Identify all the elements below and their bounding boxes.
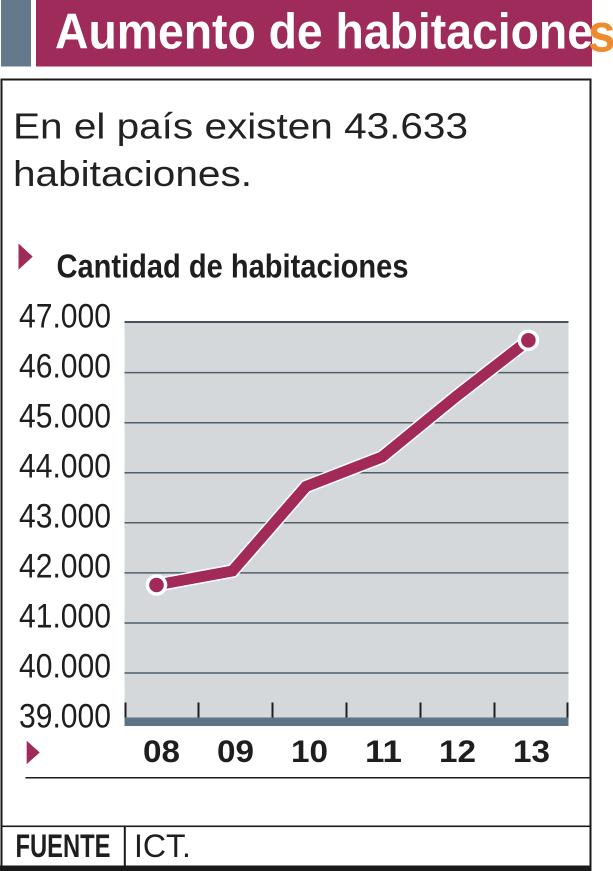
svg-text:Cantidad de habitaciones: Cantidad de habitaciones [57, 249, 409, 286]
svg-text:40.000: 40.000 [19, 647, 111, 685]
svg-text:47.000: 47.000 [19, 297, 111, 335]
svg-text:FUENTE: FUENTE [16, 828, 111, 864]
svg-text:45.000: 45.000 [19, 397, 111, 435]
svg-text:habitaciones.: habitaciones. [13, 153, 252, 194]
svg-text:s: s [588, 4, 613, 64]
svg-text:08: 08 [143, 733, 180, 769]
svg-text:10: 10 [291, 733, 328, 769]
svg-text:09: 09 [217, 733, 254, 769]
svg-text:13: 13 [513, 733, 550, 769]
svg-text:12: 12 [439, 733, 476, 769]
svg-text:11: 11 [365, 733, 402, 769]
svg-text:42.000: 42.000 [19, 547, 111, 585]
svg-text:Aumento de habitacione: Aumento de habitacione [55, 3, 593, 60]
svg-text:44.000: 44.000 [19, 447, 111, 485]
svg-text:En el país existen 43.633: En el país existen 43.633 [13, 106, 468, 147]
svg-text:46.000: 46.000 [19, 347, 111, 385]
svg-text:39.000: 39.000 [19, 697, 111, 735]
svg-text:41.000: 41.000 [19, 597, 111, 635]
svg-text:ICT.: ICT. [134, 828, 191, 864]
svg-text:43.000: 43.000 [19, 497, 111, 535]
